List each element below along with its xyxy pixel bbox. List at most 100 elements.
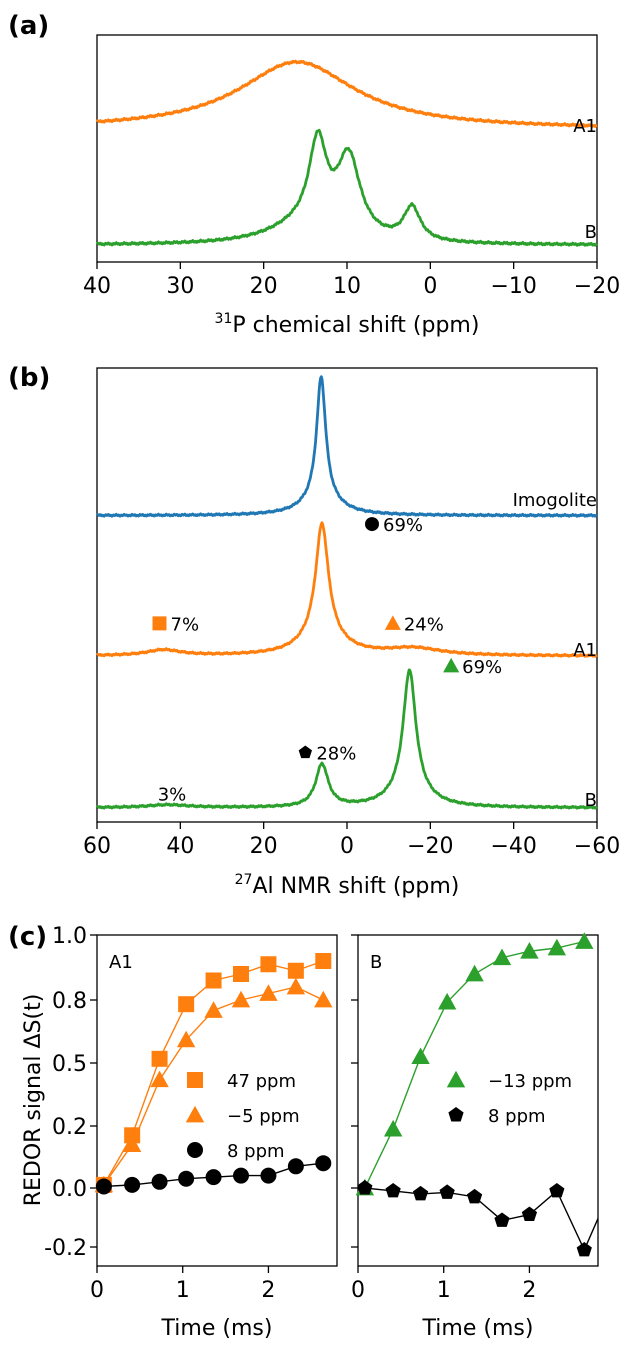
panel-c2-point [385, 1182, 401, 1198]
panel-b-annotation-circle-marker [365, 517, 379, 532]
panel-c1-point [233, 1167, 249, 1184]
panel-c2-point [466, 1188, 483, 1204]
panel-b-annotation-label: 7% [171, 614, 200, 635]
panel-c1-point [95, 1178, 112, 1195]
panel-c2-point [492, 948, 512, 966]
panel-c2-data [355, 932, 598, 1257]
panel-c1-point [314, 990, 333, 1008]
panel-b-x-axis-label: 27Al NMR shift (ppm) [235, 872, 460, 899]
panel-c1-point [286, 977, 306, 995]
panel-c2-point [412, 1185, 429, 1201]
panel-a-spectrum-b [95, 128, 598, 247]
panel-c2-x-tick-label: 2 [522, 1278, 536, 1303]
panel-a-x-tick-label: 40 [83, 274, 111, 299]
panel-b-x-tick-label: 40 [166, 834, 194, 859]
panel-a-x-ticks: 40 30 20 10 0 −10 −20 [83, 262, 620, 299]
panel-c2-point [521, 1206, 538, 1222]
panel-c2-point [357, 1180, 373, 1195]
panel-c2-point [383, 1119, 403, 1137]
panel-c2-point [520, 942, 539, 959]
panel-a-x-tick-label: 10 [333, 274, 361, 299]
panel-c1-title: A1 [109, 952, 133, 973]
panel-c1-point [259, 984, 278, 1001]
panel-c2-point [465, 964, 484, 982]
panel-b-x-tick-label: −40 [490, 834, 536, 859]
panel-b-annotation-triangle-marker [384, 615, 401, 630]
panel-c1-point [260, 956, 277, 973]
panel-a-x-tick-label: −20 [574, 274, 620, 299]
panel-b-x-axis-text: Al NMR shift (ppm) [252, 874, 459, 899]
panel-c1-x-tick-label: 0 [90, 1278, 104, 1303]
panel-b-annotation-square-marker [152, 616, 167, 631]
panel-c2-point [549, 1182, 565, 1198]
panel-b-x-tick-label: 20 [250, 834, 278, 859]
panel-c2-point [494, 1212, 510, 1227]
panel-c1-data [94, 953, 333, 1195]
panel-c1-point [205, 1169, 222, 1186]
panel-c1-point [176, 1030, 196, 1048]
panel-c1-point [122, 1135, 142, 1152]
panel-c2-title: B [370, 952, 382, 973]
panel-b-spectrum-imogolite [95, 375, 598, 518]
panel-c1-ticks: 0 1 2 -0.2 0.0 0.2 0.5 0.8 1.0 [44, 924, 275, 1303]
panel-c2-point [547, 938, 567, 956]
panel-c1-x-axis-label: Time (ms) [161, 1316, 273, 1341]
series-label-b: B [585, 790, 597, 811]
panel-c1-y-tick-label: 1.0 [52, 924, 87, 949]
panel-c1-point [233, 966, 249, 982]
panel-c1-legend-label: 47 ppm [227, 1071, 296, 1092]
panel-b-x-ticks: 60 40 20 0 −20 −40 −60 [83, 822, 620, 859]
panel-a: (a) 40 30 20 10 0 −10 −20 A1 B 31P chemical sh… [8, 11, 620, 338]
panel-b-annotations: 69% 7% 24% 69% 28% 3% [152, 515, 502, 806]
panel-c1-point [231, 990, 251, 1008]
panel-a-x-tick-label: 30 [166, 274, 194, 299]
panel-a-x-axis-text: P chemical shift (ppm) [232, 313, 479, 338]
panel-c2-legend-marker [446, 1070, 466, 1088]
panel-c1-point [150, 1070, 169, 1088]
panel-c1-x-tick-label: 2 [261, 1278, 275, 1303]
panel-c1-y-tick-label: -0.2 [44, 1236, 87, 1261]
panel-a-label: (a) [8, 11, 49, 41]
panel-b-annotation-pentagon-marker [298, 745, 312, 759]
panel-c2-x-tick-label: 1 [437, 1278, 451, 1303]
panel-c1-point [204, 1001, 223, 1018]
panel-b: (b) 60 40 20 0 −20 −40 −60 Imogolite A1 B 69% 7… [8, 363, 620, 899]
panel-c-label: (c) [8, 922, 47, 952]
panel-b-annotation-triangle-marker [443, 657, 460, 673]
series-label-b: B [585, 222, 597, 243]
panel-c1-point [124, 1176, 141, 1193]
panel-a-x-tick-label: −10 [490, 274, 536, 299]
series-label-a1: A1 [573, 640, 597, 661]
panel-c2-x-tick-label: 0 [351, 1278, 365, 1303]
panel-b-annotation-label: 28% [316, 743, 356, 764]
panel-c2-series-line [364, 1187, 598, 1252]
panel-c2-legend-label: 8 ppm [488, 1106, 546, 1127]
panel-b-label: (b) [8, 363, 50, 393]
panel-c1-y-tick-label: 0.8 [52, 989, 87, 1014]
panel-c1-point [151, 1050, 168, 1067]
panel-a-x-axis-sup: 31 [215, 311, 233, 327]
panel-b-curves [95, 375, 598, 810]
panel-c1-y-tick-label: 0.2 [52, 1115, 87, 1140]
panel-a-x-tick-label: 0 [423, 274, 437, 299]
panel-c1-point [315, 953, 332, 969]
panel-c1-point [315, 1155, 332, 1172]
series-label-a1: A1 [573, 116, 597, 137]
panel-b-annotation-label: 3% [158, 785, 187, 806]
series-label-imogolite: Imogolite [513, 490, 597, 511]
panel-b-x-tick-label: 0 [340, 834, 354, 859]
panel-b-x-axis-sup: 27 [235, 872, 253, 888]
panel-b-annotation-label: 24% [404, 614, 444, 635]
panel-b-spectrum-a1 [95, 521, 598, 658]
panel-c1-legend-marker [187, 1142, 203, 1158]
panel-c1-point [287, 962, 304, 979]
panel-b-x-tick-label: −20 [407, 834, 453, 859]
panel-a-x-tick-label: 20 [250, 274, 278, 299]
panel-c2-point [576, 1241, 592, 1257]
panel-c1-y-tick-label: 0.5 [52, 1052, 87, 1077]
panel-c-y-axis-label: REDOR signal ΔS(t) [21, 994, 46, 1207]
panel-a-x-axis-label: 31P chemical shift (ppm) [215, 311, 480, 338]
panel-c1-point [151, 1173, 168, 1190]
panel-c1-point [124, 1127, 141, 1144]
